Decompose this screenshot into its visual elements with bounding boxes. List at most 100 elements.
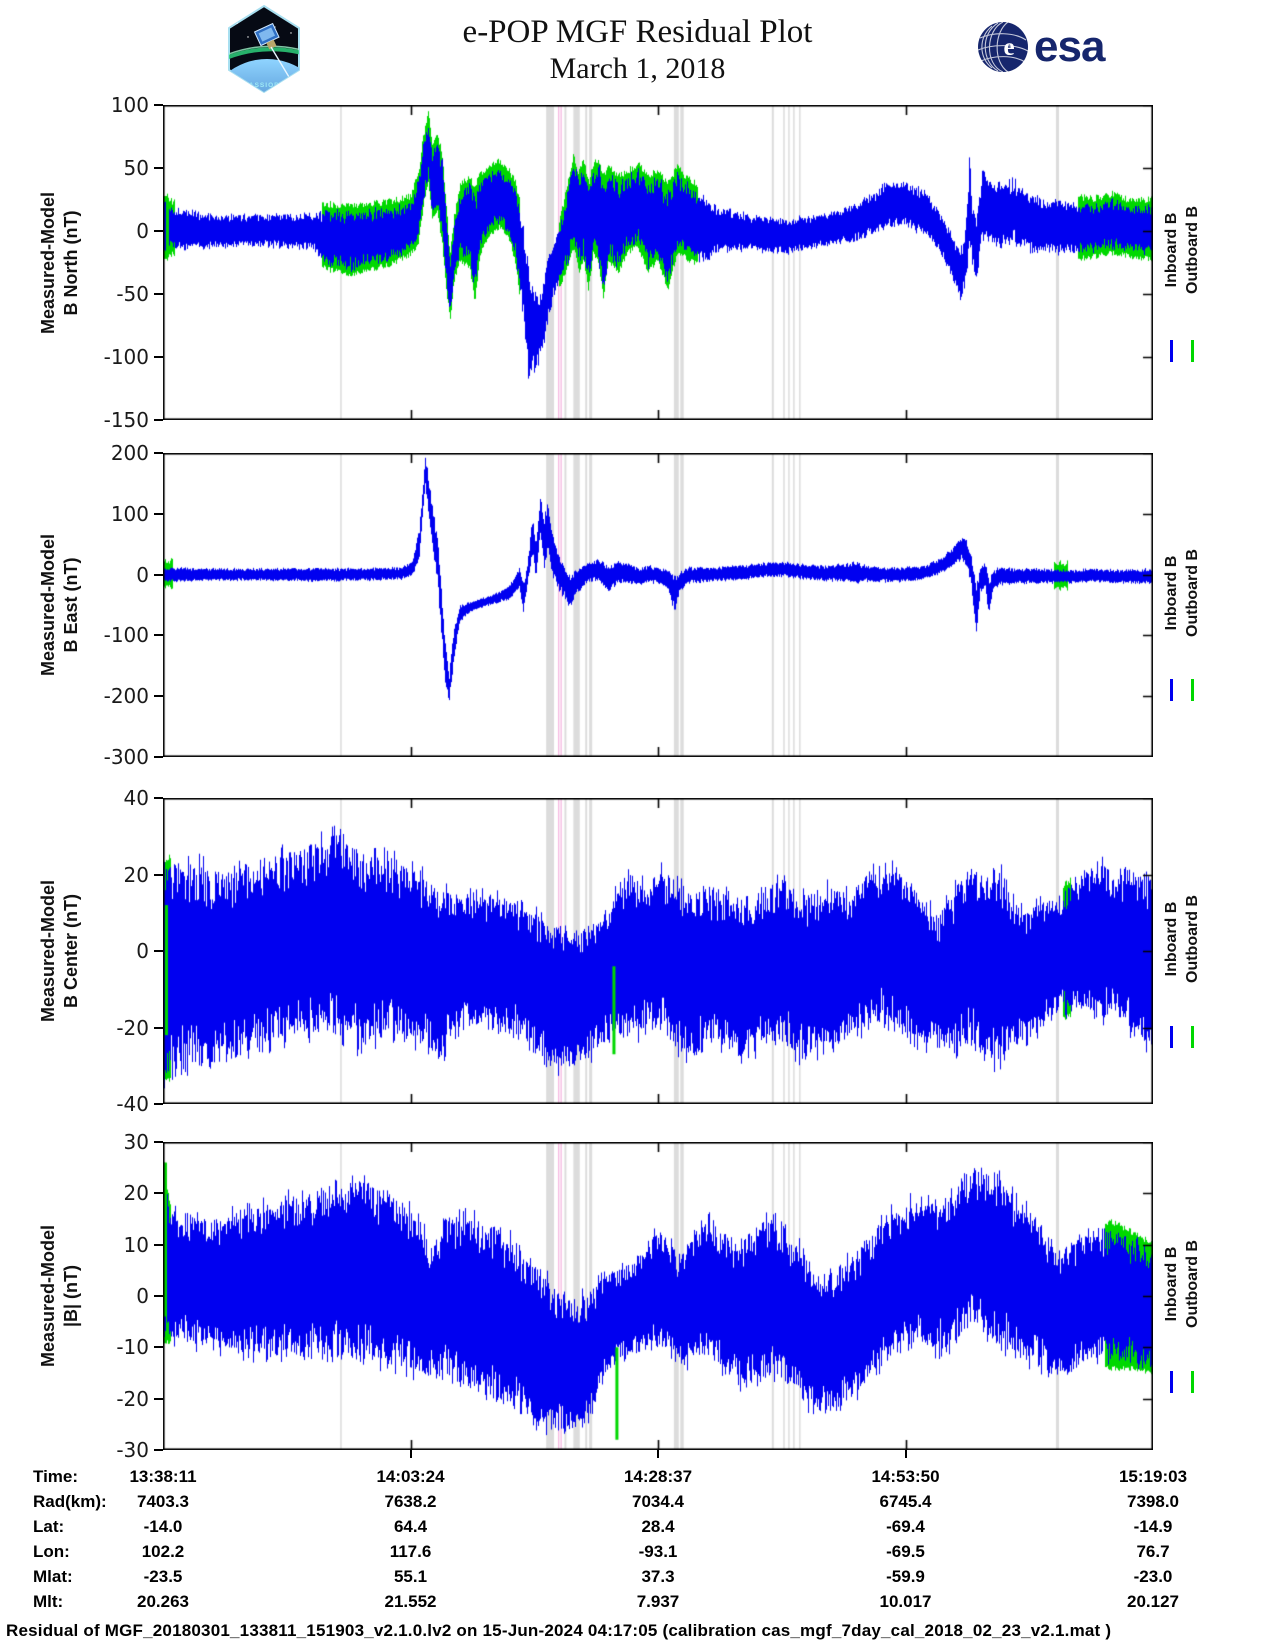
table-cell: -23.5 (143, 1567, 183, 1586)
y-tick-label: 100 (110, 501, 149, 526)
table-cell: -14.0 (143, 1517, 183, 1536)
legend-inboard-marker (1170, 1371, 1173, 1394)
svg-text:e: e (1003, 34, 1014, 61)
y-tick-label: 30 (123, 1130, 149, 1154)
y-axis-label-b-magnitude: Measured-Model |B| (nT) (38, 1224, 81, 1368)
table-cell: 7638.2 (384, 1492, 437, 1511)
panel-b-north: Measured-Model B North (nT) Inboard B Ou… (0, 105, 1275, 420)
plot-canvas-b-north (163, 105, 1153, 420)
y-tick-mark (154, 167, 163, 169)
legend-outboard-label: Outboard B (1184, 205, 1201, 294)
y-tick-mark (154, 230, 163, 232)
cassiope-mission-patch-logo: CASSIOPE (228, 4, 300, 94)
table-cell: 7.937 (636, 1592, 680, 1611)
legend-outboard-marker (1191, 679, 1194, 702)
legend-inboard-marker (1170, 679, 1173, 702)
y-tick-label: -200 (103, 684, 149, 709)
y-tick-label: -100 (103, 345, 149, 369)
y-tick-label: -40 (116, 1092, 149, 1116)
y-tick-mark (154, 1243, 163, 1246)
y-tick-label: 0 (136, 562, 149, 587)
table-cell: 20.263 (137, 1592, 189, 1611)
x-tick-mark (409, 1450, 412, 1458)
y-tick-mark (154, 797, 163, 799)
table-cell: 102.2 (141, 1542, 185, 1561)
y-tick-label: -150 (103, 408, 149, 432)
table-cell: 37.3 (641, 1567, 675, 1586)
table-cell: 64.4 (393, 1517, 428, 1536)
y-tick-label: 50 (123, 156, 149, 180)
y-tick-label: 200 (110, 441, 149, 465)
y-tick-mark (154, 452, 163, 454)
y-axis-label-b-east: Measured-Model B East (nT) (38, 533, 81, 677)
y-tick-mark (154, 756, 163, 758)
footer-caption: Residual of MGF_20180301_133811_151903_v… (6, 1621, 1112, 1640)
legend-outboard-label: Outboard B (1184, 548, 1201, 637)
table-cell: 7403.3 (137, 1492, 189, 1511)
x-tick-mark (904, 1450, 907, 1458)
table-cell: 14:28:37 (623, 1467, 693, 1486)
esa-logo: e esa (976, 20, 1105, 74)
table-cell: 28.4 (641, 1517, 675, 1536)
table-cell: 14:53:50 (871, 1467, 940, 1486)
table-cell: -69.5 (886, 1542, 925, 1561)
panel-b-east: Measured-Model B East (nT) Inboard B Out… (0, 453, 1275, 757)
table-cell: 55.1 (393, 1567, 428, 1586)
y-tick-mark (154, 873, 163, 876)
plot-canvas-b-center (163, 798, 1153, 1104)
table-cell: -59.9 (886, 1567, 925, 1586)
esa-logo-text: esa (1034, 22, 1105, 71)
y-tick-label: -300 (103, 745, 149, 769)
y-tick-mark (154, 1026, 163, 1029)
legend-outboard-marker (1191, 339, 1194, 362)
y-tick-label: -100 (103, 623, 149, 648)
table-cell: 10.017 (879, 1592, 932, 1611)
panel-b-magnitude: Measured-Model |B| (nT) Inboard B Outboa… (0, 1142, 1275, 1450)
legend-inboard-label: Inboard B (1163, 212, 1180, 288)
legend-inboard-marker (1170, 339, 1173, 362)
legend-inboard-label: Inboard B (1163, 555, 1180, 631)
y-tick-mark (154, 1103, 163, 1105)
y-tick-mark (154, 1192, 163, 1195)
y-tick-label: -50 (116, 282, 149, 306)
y-axis-label-b-center: Measured-Model B Center (nT) (38, 879, 81, 1023)
table-cell: -93.1 (638, 1542, 678, 1561)
y-tick-label: 40 (123, 786, 149, 810)
table-cell: 15:19:03 (1118, 1467, 1188, 1486)
table-row-label: Lon: (33, 1542, 70, 1561)
y-tick-mark (154, 512, 163, 515)
table-cell: 13:38:11 (129, 1467, 197, 1486)
y-tick-mark (154, 634, 163, 637)
page-title: e-POP MGF Residual Plot (462, 14, 813, 50)
panel-b-center: Measured-Model B Center (nT) Inboard B O… (0, 798, 1275, 1104)
y-axis-label-b-north: Measured-Model B North (nT) (38, 191, 81, 334)
y-tick-label: -20 (116, 1386, 149, 1411)
y-tick-label: 0 (136, 219, 149, 243)
table-cell: -23.0 (1133, 1567, 1173, 1586)
table-cell: 76.7 (1136, 1542, 1170, 1561)
y-tick-mark (154, 950, 163, 952)
table-cell: 6745.4 (879, 1492, 932, 1511)
y-tick-mark (154, 104, 163, 106)
y-tick-mark (154, 293, 163, 295)
table-cell: 21.552 (384, 1592, 437, 1611)
y-tick-label: 0 (136, 1284, 149, 1308)
legend-outboard-label: Outboard B (1184, 894, 1201, 983)
patch-text: CASSIOPE (243, 82, 285, 89)
table-cell: 7398.0 (1127, 1492, 1179, 1511)
table-cell: 7034.4 (632, 1492, 684, 1511)
y-tick-mark (154, 1397, 163, 1400)
y-tick-label: 100 (110, 93, 149, 117)
table-row-label: Mlat: (33, 1567, 73, 1586)
y-tick-label: 0 (136, 939, 149, 963)
y-tick-label: -30 (116, 1438, 149, 1462)
table-cell: 117.6 (389, 1542, 432, 1561)
table-row-label: Rad(km): (33, 1492, 107, 1511)
y-tick-mark (154, 1295, 163, 1297)
table-cell: 20.127 (1127, 1592, 1179, 1611)
table-cell: 14:03:24 (376, 1467, 445, 1486)
y-tick-mark (154, 356, 163, 358)
table-row-label: Time: (33, 1467, 79, 1486)
table-row-label: Lat: (33, 1517, 65, 1536)
